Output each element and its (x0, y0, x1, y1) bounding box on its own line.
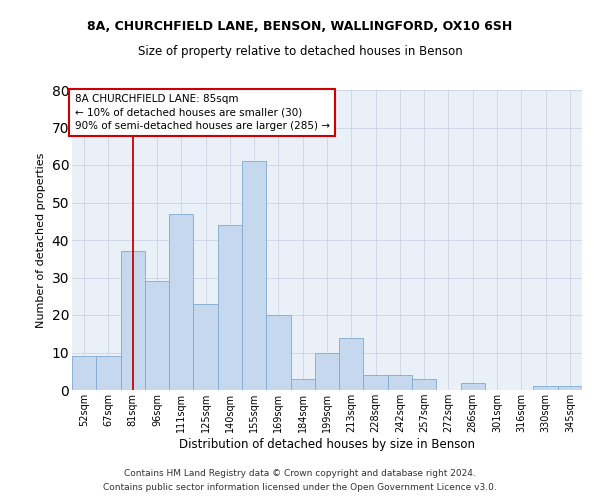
Bar (290, 379, 315, 390)
Y-axis label: Number of detached properties: Number of detached properties (36, 152, 46, 328)
Bar (461, 382, 485, 390)
Bar (315, 352, 339, 390)
Bar (242, 161, 266, 390)
Bar (169, 214, 193, 390)
Text: 8A, CHURCHFIELD LANE, BENSON, WALLINGFORD, OX10 6SH: 8A, CHURCHFIELD LANE, BENSON, WALLINGFOR… (88, 20, 512, 33)
Bar (388, 375, 412, 390)
Bar (145, 281, 169, 390)
Bar (339, 338, 364, 390)
Bar (558, 386, 582, 390)
Bar (533, 386, 558, 390)
Bar (266, 315, 290, 390)
Bar (121, 251, 145, 390)
Bar (364, 375, 388, 390)
Bar (72, 356, 96, 390)
Text: Contains public sector information licensed under the Open Government Licence v3: Contains public sector information licen… (103, 484, 497, 492)
Bar (96, 356, 121, 390)
Text: Size of property relative to detached houses in Benson: Size of property relative to detached ho… (137, 45, 463, 58)
Text: Contains HM Land Registry data © Crown copyright and database right 2024.: Contains HM Land Registry data © Crown c… (124, 468, 476, 477)
Bar (218, 225, 242, 390)
Bar (193, 304, 218, 390)
X-axis label: Distribution of detached houses by size in Benson: Distribution of detached houses by size … (179, 438, 475, 451)
Text: 8A CHURCHFIELD LANE: 85sqm
← 10% of detached houses are smaller (30)
90% of semi: 8A CHURCHFIELD LANE: 85sqm ← 10% of deta… (74, 94, 329, 131)
Bar (412, 379, 436, 390)
